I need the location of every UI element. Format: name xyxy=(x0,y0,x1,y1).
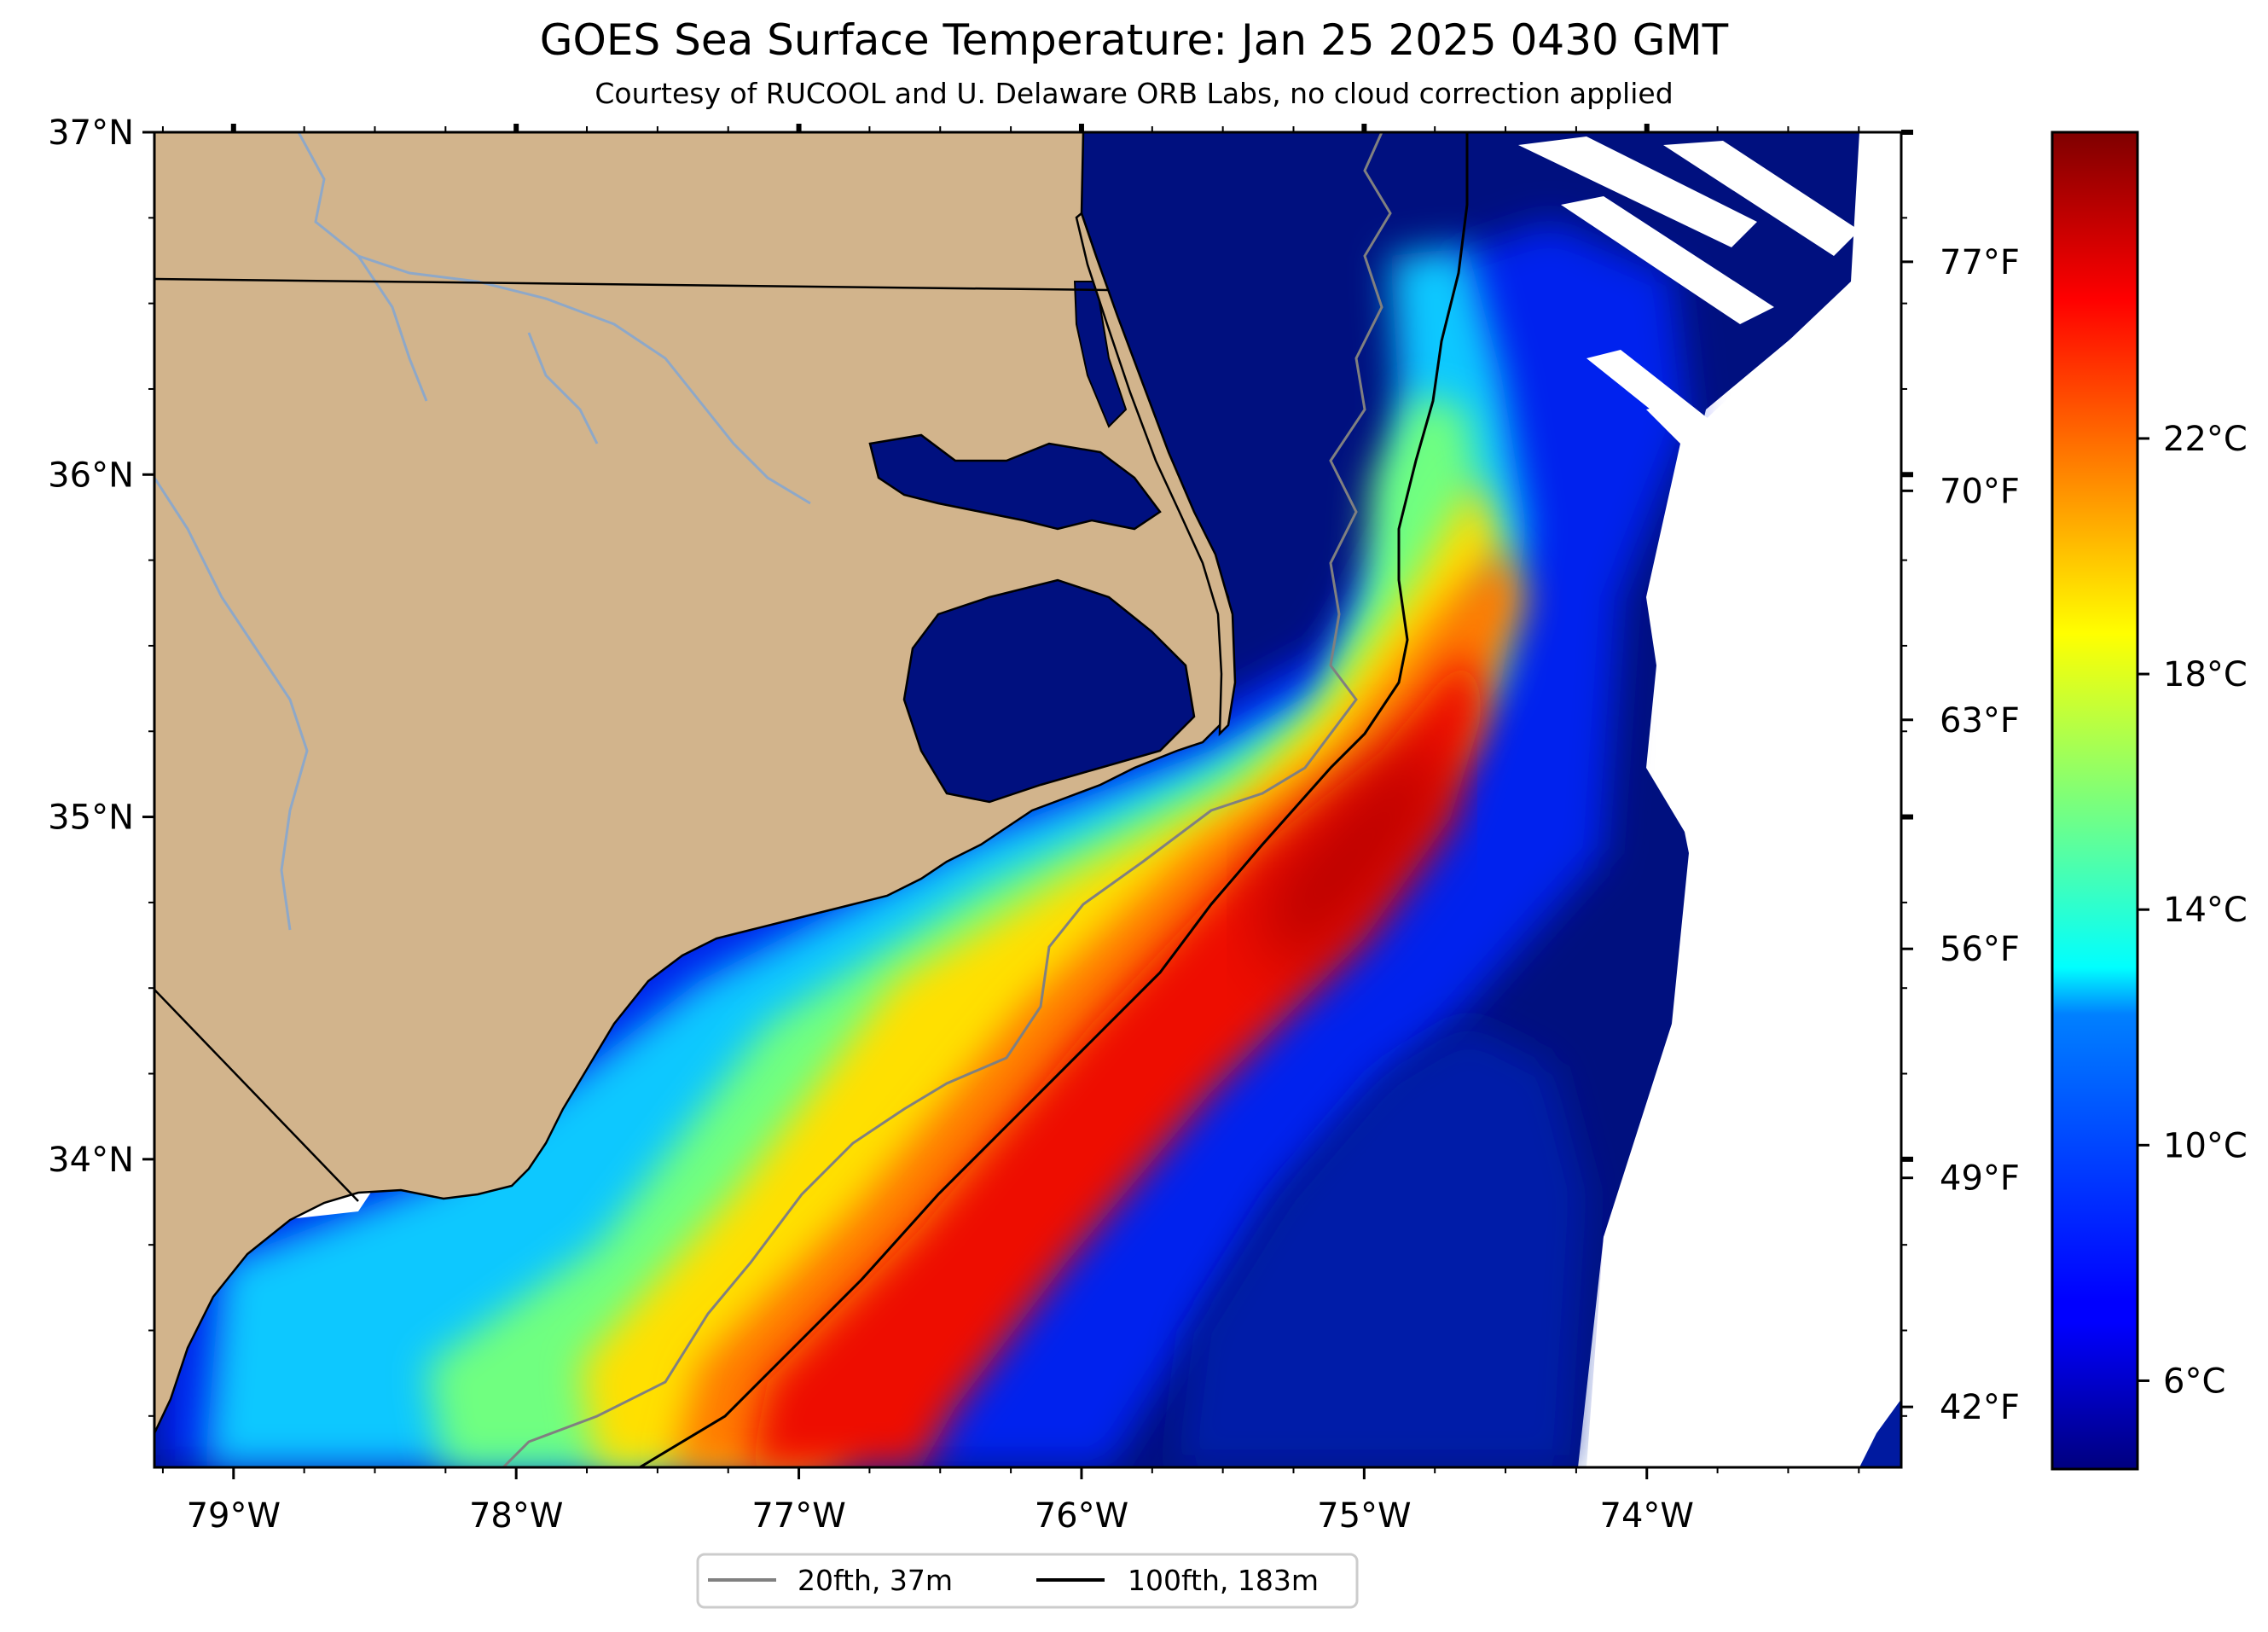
sst-offshore-cold xyxy=(1177,1024,1586,1467)
nc-sc-border xyxy=(154,989,359,1202)
lat-tick-label: 35°N xyxy=(48,799,134,838)
sst-band-green xyxy=(426,392,1484,1467)
no-data-east xyxy=(1586,132,1901,1467)
sst-band-yellow xyxy=(580,478,1501,1467)
colorbar-tick-label: 10°C xyxy=(2163,1126,2248,1165)
lon-tick-label: 78°W xyxy=(469,1496,563,1536)
sst-band-cyan xyxy=(205,247,1527,1467)
fahrenheit-tick-label: 70°F xyxy=(1940,472,2020,511)
contour-legend: 20fth, 37m 100fth, 183m xyxy=(696,1553,1359,1609)
colorbar-tick-label: 6°C xyxy=(2163,1362,2225,1401)
fahrenheit-tick-label: 49°F xyxy=(1940,1159,2020,1199)
land xyxy=(154,132,1237,1434)
legend-label-20fth: 20fth, 37m xyxy=(798,1564,953,1597)
colorbar-tick-label: 14°C xyxy=(2163,891,2248,930)
map-title: GOES Sea Surface Temperature: Jan 25 202… xyxy=(539,15,1729,65)
lon-tick-label: 76°W xyxy=(1035,1496,1128,1536)
lat-tick-label: 37°N xyxy=(48,113,134,153)
outer-banks xyxy=(1075,211,1237,737)
rivers xyxy=(154,132,811,931)
map-subtitle: Courtesy of RUCOOL and U. Delaware ORB L… xyxy=(595,77,1673,110)
sst-band-darkred xyxy=(1262,734,1441,981)
fahrenheit-tick-label: 63°F xyxy=(1940,701,2020,740)
sst-se-corner xyxy=(1859,1399,1901,1467)
legend-label-100fth: 100fth, 183m xyxy=(1128,1564,1319,1597)
sst-band-orange xyxy=(674,546,1527,1467)
sst-band-red xyxy=(751,648,1484,1467)
legend-box xyxy=(696,1553,1359,1609)
contour-20fth xyxy=(502,132,1392,1467)
colorbar-tick-label: 22°C xyxy=(2163,420,2248,459)
colorbar-tick-label: 18°C xyxy=(2163,655,2248,694)
colorbar-ticks: 22°C 18°C 14°C 10°C 6°C xyxy=(2137,420,2248,1401)
albemarle-sound xyxy=(868,433,1162,531)
fahrenheit-tick-label: 56°F xyxy=(1940,930,2020,969)
fahrenheit-tick-label: 77°F xyxy=(1940,243,2020,282)
lon-tick-label: 77°W xyxy=(751,1496,845,1536)
lon-tick-label: 74°W xyxy=(1600,1496,1694,1536)
lon-tick-label: 79°W xyxy=(187,1496,281,1536)
contour-100fth xyxy=(639,132,1469,1467)
colorbar-gradient xyxy=(2050,131,2139,1471)
map-frame xyxy=(153,131,1903,1469)
lat-tick-label: 36°N xyxy=(48,456,134,495)
map-axis-ticks: 37°N 36°N 35°N 34°N 79°W 78°W 77°W 76°W 75°W 74°W… xyxy=(48,113,2020,1536)
lat-tick-label: 34°N xyxy=(48,1141,134,1180)
bathymetry xyxy=(502,132,1469,1467)
va-nc-border xyxy=(154,277,1110,292)
fahrenheit-tick-label: 42°F xyxy=(1940,1388,2020,1427)
lon-tick-label: 75°W xyxy=(1317,1496,1411,1536)
pamlico-sound xyxy=(902,578,1196,804)
